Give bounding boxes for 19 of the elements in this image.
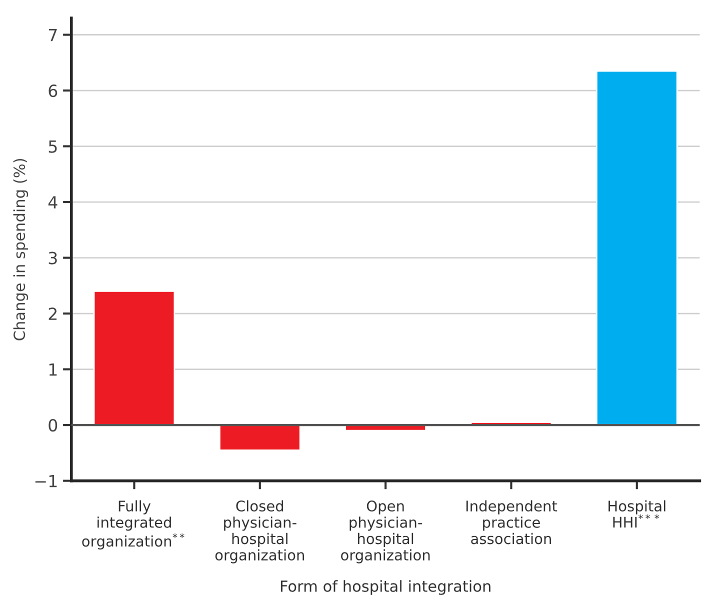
bar: [596, 70, 678, 426]
x-tick-label: Hospital HHI$^{***}$: [608, 500, 666, 528]
y-tick-label: 0: [48, 419, 58, 432]
y-tick-label: 5: [48, 140, 57, 153]
bar: [93, 290, 176, 426]
y-tick-label: 3: [48, 252, 57, 264]
x-tick-label: Closed physician- hospital organization: [215, 500, 304, 564]
y-tick-label: 4: [48, 196, 58, 208]
y-tick-label: 7: [48, 28, 57, 42]
x-axis-title: Form of hospital integration: [280, 580, 490, 595]
x-tick-label: Independent practice association: [466, 500, 558, 544]
x-tick-label: Open physician- hospital organization: [341, 500, 430, 564]
bar: [218, 424, 301, 451]
y-tick-label: −1: [35, 474, 57, 488]
y-tick-label: 6: [48, 84, 58, 98]
y-tick-label: 2: [48, 307, 57, 320]
x-tick-label: Fully integrated organization$^{**}$: [82, 500, 184, 550]
y-tick-label: 1: [49, 363, 57, 376]
y-axis-title: Change in spending (%): [13, 158, 28, 340]
